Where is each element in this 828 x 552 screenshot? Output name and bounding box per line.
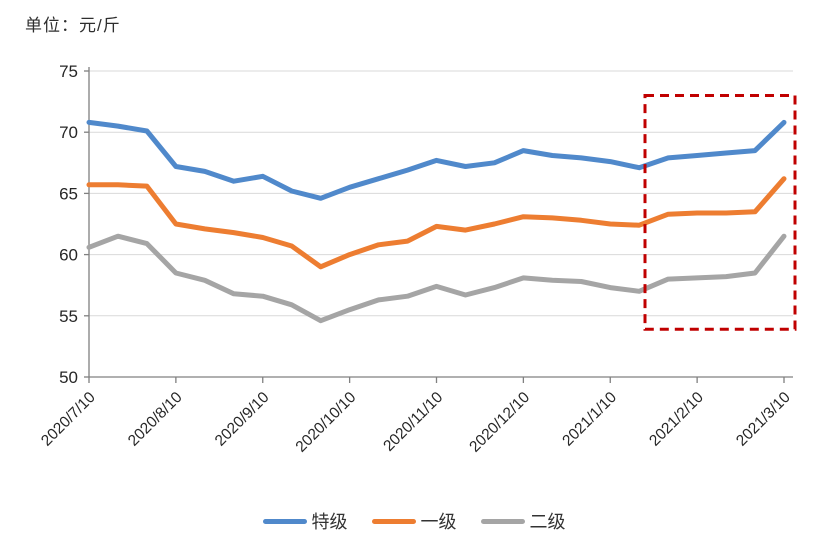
legend-item-special-grade: 特级 (262, 508, 348, 534)
legend-swatch-special-grade (262, 518, 307, 524)
x-axis-label: 2020/9/10 (212, 389, 273, 450)
price-line-chart: 50 55 60 65 70 75 2020/7/10 2020/8/10 2020/9/10 2… (38, 62, 797, 456)
y-axis-label: 50 (59, 368, 78, 387)
highlight-box (643, 94, 797, 331)
legend-swatch-second-grade (480, 518, 525, 524)
y-axis-label: 65 (59, 184, 78, 203)
legend-item-second-grade: 二级 (480, 508, 566, 534)
series-line-first-grade (86, 176, 787, 270)
legend-label-special-grade: 特级 (311, 512, 348, 532)
series-line-second-grade (86, 233, 787, 324)
y-axis-label: 60 (59, 246, 78, 265)
y-axis-label: 70 (59, 123, 78, 142)
y-axis-label: 55 (59, 307, 78, 326)
legend-swatch-first-grade (371, 518, 416, 524)
legend-item-first-grade: 一级 (371, 508, 457, 534)
x-axis-label: 2021/3/10 (733, 389, 794, 450)
series-line-special-grade (86, 119, 787, 201)
x-axis-label: 2020/7/10 (38, 389, 99, 450)
y-axis-label: 75 (59, 62, 78, 81)
x-axis-label: 2021/1/10 (559, 389, 620, 450)
x-axis-label: 2021/2/10 (646, 389, 707, 450)
unit-label: 单位：元/斤 (25, 16, 121, 35)
x-axis-label: 2020/10/10 (293, 389, 360, 456)
x-axis-label: 2020/11/10 (380, 389, 446, 455)
legend-label-second-grade: 二级 (529, 512, 566, 532)
x-axis-label: 2020/8/10 (125, 389, 186, 450)
chart-legend: 特级 一级 二级 (0, 503, 828, 539)
x-axis-label: 2020/12/10 (466, 389, 533, 456)
legend-label-first-grade: 一级 (420, 512, 457, 532)
